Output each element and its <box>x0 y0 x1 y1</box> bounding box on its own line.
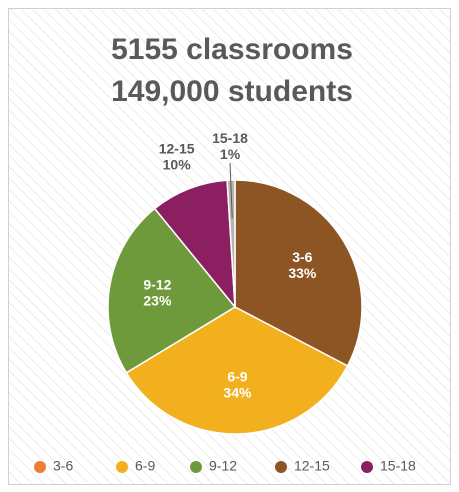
legend-label: 9-12 <box>209 458 237 474</box>
data-label: 15-18 <box>212 130 248 146</box>
pie-slice <box>107 207 237 374</box>
leader-line <box>229 163 233 219</box>
legend-marker <box>116 461 128 473</box>
data-label: 23% <box>143 292 172 308</box>
legend-marker <box>275 461 287 473</box>
legend-label: 3-6 <box>53 458 73 474</box>
chart-title: 5155 classrooms <box>111 33 353 66</box>
legend-label: 6-9 <box>135 458 155 474</box>
legend-label: 15-18 <box>380 458 416 474</box>
data-label: 9-12 <box>143 276 171 292</box>
pie-slice <box>234 179 363 367</box>
data-label: 1% <box>220 146 241 162</box>
legend-marker <box>361 461 373 473</box>
data-label: 12-15 <box>159 141 195 157</box>
data-label: 34% <box>223 384 252 400</box>
pie-slice <box>153 179 236 310</box>
legend-marker <box>34 461 46 473</box>
legend-marker <box>190 461 202 473</box>
data-label: 10% <box>163 157 192 173</box>
legend-label: 12-15 <box>294 458 330 474</box>
data-label: 33% <box>288 265 317 281</box>
data-label: 3-6 <box>292 249 312 265</box>
chart-title: 149,000 students <box>111 75 353 108</box>
data-label: 6-9 <box>227 368 247 384</box>
pie-slice <box>125 306 349 435</box>
